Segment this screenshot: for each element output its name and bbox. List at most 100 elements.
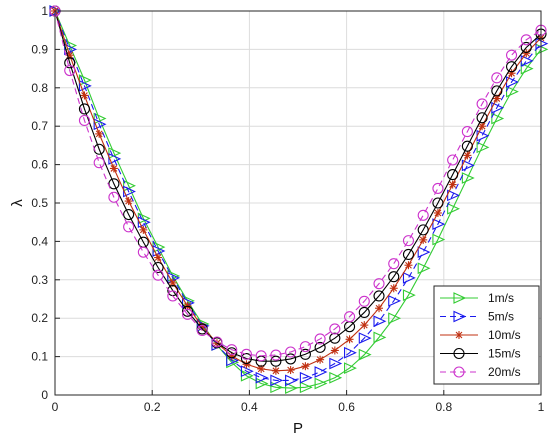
data-point xyxy=(314,377,328,390)
data-point xyxy=(375,304,384,313)
data-point xyxy=(152,245,166,257)
legend-marker xyxy=(453,310,467,323)
data-point xyxy=(181,308,194,320)
data-point xyxy=(417,262,431,275)
data-point xyxy=(270,374,284,387)
data-point xyxy=(240,348,252,360)
legend-label: 15m/s xyxy=(488,347,521,361)
legend-label: 5m/s xyxy=(488,310,514,324)
data-point xyxy=(108,152,122,165)
data-point xyxy=(299,381,313,394)
data-point xyxy=(330,346,339,355)
data-point xyxy=(345,335,354,344)
data-point xyxy=(64,64,76,77)
data-point xyxy=(226,344,238,356)
legend-item: 20m/s xyxy=(440,365,521,379)
legend-label: 20m/s xyxy=(488,365,521,379)
data-point xyxy=(270,381,284,394)
data-point xyxy=(168,278,177,287)
data-point xyxy=(108,191,120,203)
data-point xyxy=(137,216,151,229)
y-tick-label: 0.3 xyxy=(31,273,48,287)
data-point xyxy=(64,57,76,69)
data-point xyxy=(505,61,518,73)
data-point xyxy=(417,224,429,236)
data-point xyxy=(181,305,194,317)
data-point xyxy=(139,225,148,234)
data-point xyxy=(109,164,118,173)
data-point xyxy=(196,324,208,337)
legend-item: 5m/s xyxy=(440,310,514,324)
data-point xyxy=(255,350,267,362)
data-point xyxy=(344,362,357,374)
series-10m/s xyxy=(51,7,545,375)
data-point xyxy=(152,261,164,274)
x-tick-label: 0.6 xyxy=(338,400,355,414)
series-line xyxy=(54,10,542,357)
x-axis-label: P xyxy=(293,420,303,437)
data-point xyxy=(314,366,328,378)
y-tick-label: 1 xyxy=(41,4,48,18)
data-point xyxy=(137,246,149,258)
data-point xyxy=(80,91,89,100)
data-point xyxy=(95,129,104,138)
data-point xyxy=(123,179,136,192)
data-point xyxy=(358,306,370,318)
data-point xyxy=(520,41,532,54)
data-point xyxy=(491,72,503,84)
data-point xyxy=(360,321,369,330)
x-tick-label: 1 xyxy=(538,400,545,414)
y-tick-label: 0.9 xyxy=(31,42,48,56)
data-point xyxy=(123,208,135,221)
data-point xyxy=(402,248,415,261)
data-point xyxy=(388,258,400,270)
y-tick-label: 0.8 xyxy=(31,81,48,95)
data-point xyxy=(432,233,446,246)
data-point xyxy=(520,62,534,75)
data-point xyxy=(358,332,372,345)
series-group xyxy=(49,5,549,394)
data-point xyxy=(373,278,385,290)
y-tick-label: 0 xyxy=(41,388,48,402)
data-point xyxy=(447,154,459,166)
data-point xyxy=(417,209,429,221)
data-point xyxy=(461,126,473,138)
data-point xyxy=(419,235,428,244)
y-tick-label: 0.7 xyxy=(31,119,48,133)
data-point xyxy=(389,284,398,293)
data-point xyxy=(402,289,416,302)
data-point xyxy=(285,374,298,387)
data-point xyxy=(329,357,343,370)
series-line xyxy=(54,10,542,381)
data-point xyxy=(447,169,459,181)
data-point xyxy=(432,218,446,230)
data-point xyxy=(255,371,269,384)
data-point xyxy=(329,371,343,384)
data-point xyxy=(388,295,402,307)
data-point xyxy=(285,353,297,365)
data-point xyxy=(329,323,341,335)
series-line xyxy=(54,10,542,389)
data-point xyxy=(520,34,532,46)
data-point xyxy=(388,312,402,325)
data-point xyxy=(123,185,136,198)
data-point xyxy=(373,290,385,302)
x-tick-label: 0.8 xyxy=(435,400,452,414)
data-point xyxy=(432,182,444,194)
data-point xyxy=(270,349,282,361)
data-point xyxy=(78,80,92,92)
data-point xyxy=(316,355,325,364)
legend: 1m/s 5m/s 10m/s 15m/s 20m/s xyxy=(433,285,540,385)
data-point xyxy=(433,208,442,217)
data-point xyxy=(505,49,518,61)
data-point xyxy=(417,246,431,259)
data-point xyxy=(108,147,122,159)
x-tick-label: 0.4 xyxy=(241,400,258,414)
y-tick-label: 0.6 xyxy=(31,158,48,172)
y-tick-label: 0.2 xyxy=(31,311,48,325)
data-point xyxy=(329,332,341,344)
data-point xyxy=(344,311,356,323)
data-point xyxy=(299,371,313,384)
data-point xyxy=(478,122,487,131)
data-point xyxy=(124,197,133,206)
